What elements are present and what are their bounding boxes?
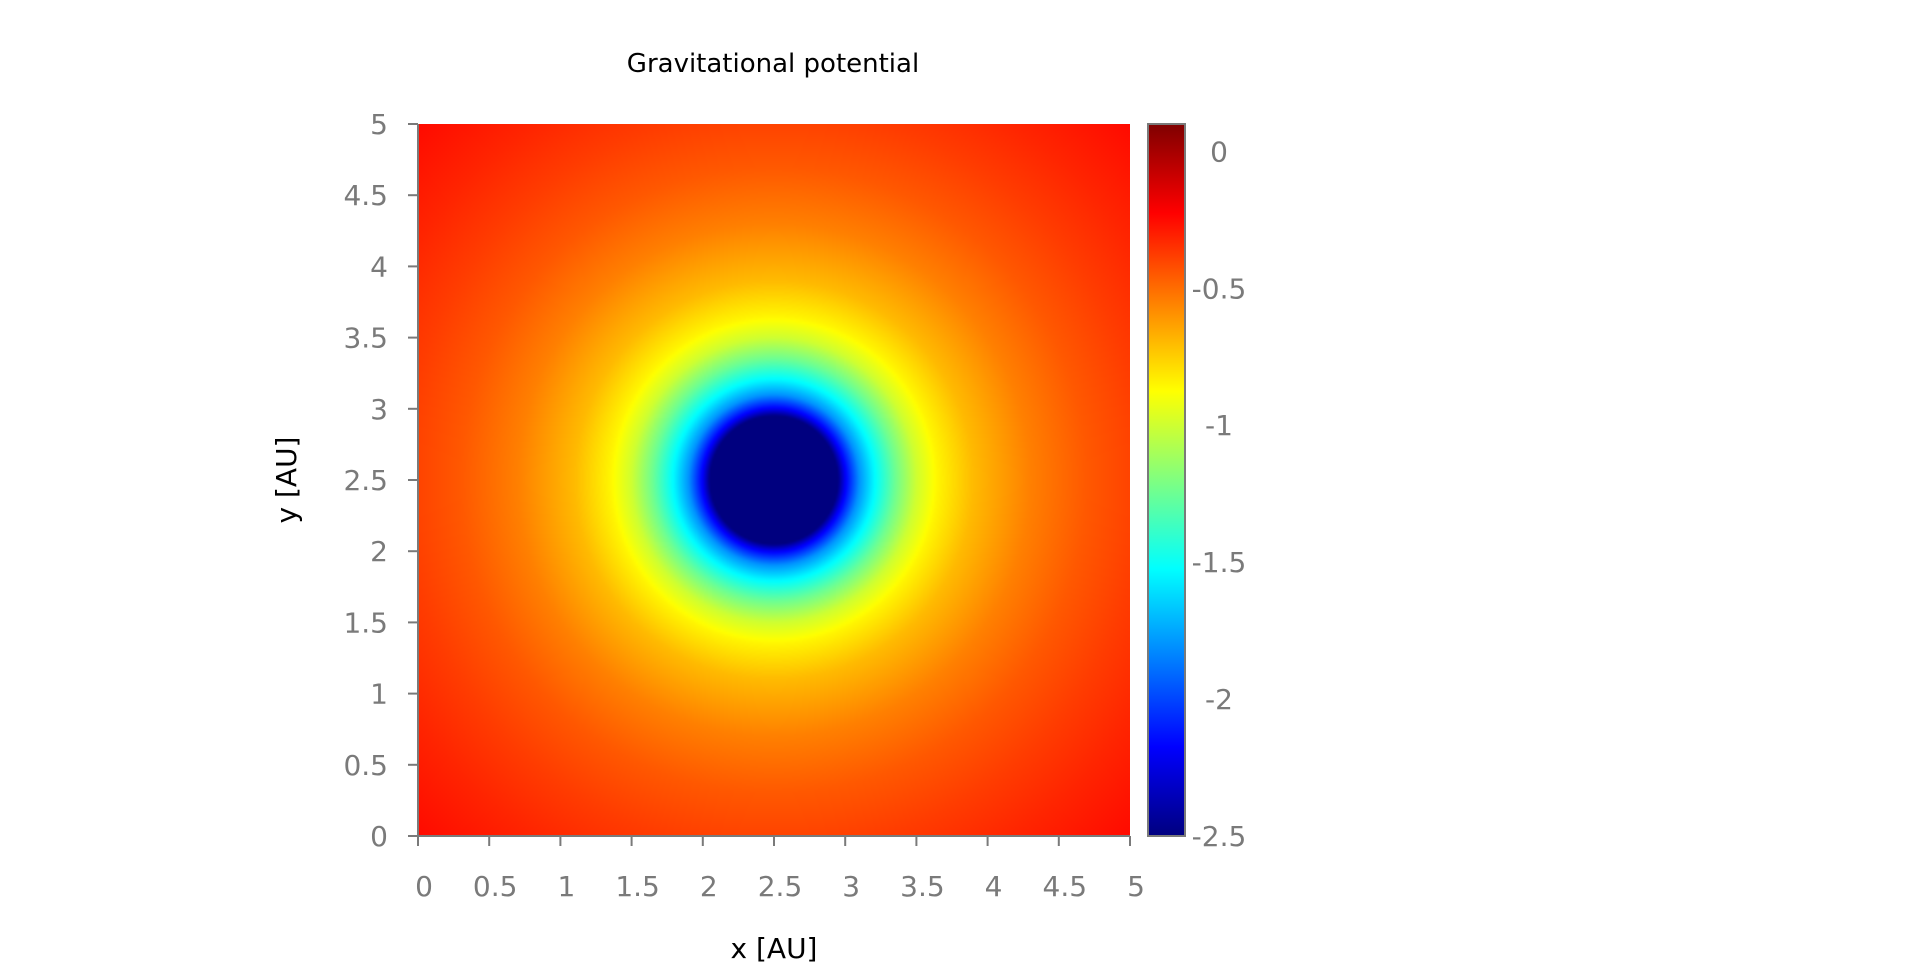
x-tick-label: 3: [842, 870, 860, 903]
x-tick-label: 1.5: [615, 870, 660, 903]
x-axis-ticks: 0 0.5 1 1.5 2 2.5 3 3.5 4 4.5 5: [415, 836, 1145, 903]
x-tick-label: 4: [985, 870, 1003, 903]
x-tick-label: 3.5: [900, 870, 945, 903]
y-axis-ticks: 0 0.5 1 1.5 2 2.5 3 3.5 4 4.5 5: [343, 108, 418, 853]
y-tick-label: 5: [370, 108, 388, 141]
colorbar-tick-label: 0: [1210, 135, 1228, 168]
y-tick-label: 1.5: [343, 606, 388, 639]
x-axis-title: x [AU]: [731, 932, 818, 962]
x-tick-label: 2: [700, 870, 718, 903]
x-tick-label: 0: [415, 870, 433, 903]
colorbar-tick-label: -1.5: [1192, 546, 1247, 579]
y-tick-label: 3: [370, 393, 388, 426]
colorbar-ticks: 0 -0.5 -1 -1.5 -2 -2.5: [1192, 135, 1247, 853]
y-tick-label: 1: [370, 678, 388, 711]
colorbar-gradient: [1148, 124, 1185, 836]
colorbar: 0 -0.5 -1 -1.5 -2 -2.5: [1147, 123, 1247, 853]
y-tick-label: 2: [370, 535, 388, 568]
chart-title: Gravitational potential: [627, 49, 919, 79]
y-tick-label: 0.5: [343, 749, 388, 782]
colorbar-frame: [1147, 123, 1186, 837]
y-tick-label: 4: [370, 250, 388, 283]
y-axis-title: y [AU]: [270, 437, 303, 524]
y-tick-label: 0: [370, 820, 388, 853]
colorbar-tick-label: -0.5: [1192, 272, 1247, 305]
heatmap-image: [418, 124, 1130, 836]
x-tick-label: 0.5: [473, 870, 518, 903]
plot-area: [418, 124, 1130, 836]
x-tick-label: 2.5: [758, 870, 803, 903]
x-tick-label: 1: [557, 870, 575, 903]
y-tick-label: 4.5: [343, 179, 388, 212]
x-tick-label: 4.5: [1043, 870, 1088, 903]
colorbar-tick-label: -1: [1205, 409, 1233, 442]
colorbar-tick-label: -2: [1205, 683, 1233, 716]
colorbar-tick-label: -2.5: [1192, 820, 1247, 853]
x-tick-label: 5: [1127, 870, 1145, 903]
y-tick-label: 3.5: [343, 322, 388, 355]
y-tick-label: 2.5: [343, 464, 388, 497]
